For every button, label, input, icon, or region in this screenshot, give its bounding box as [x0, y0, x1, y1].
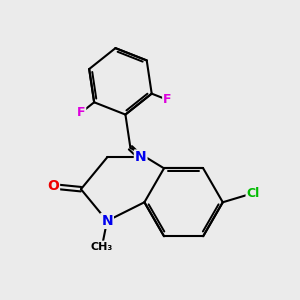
Text: F: F [77, 106, 85, 119]
Text: N: N [101, 214, 113, 228]
Text: Cl: Cl [247, 187, 260, 200]
Text: O: O [47, 179, 59, 194]
Text: N: N [135, 151, 146, 164]
Text: CH₃: CH₃ [91, 242, 113, 251]
Text: F: F [163, 93, 172, 106]
